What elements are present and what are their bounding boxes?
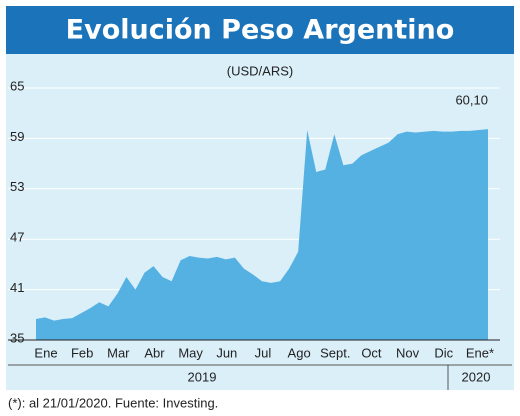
chart-title: Evolución Peso Argentino (66, 15, 455, 46)
y-tick-label: 65 (10, 78, 24, 93)
x-tick-label: Feb (71, 345, 93, 360)
x-tick-label: May (178, 345, 203, 360)
y-tick-label: 53 (10, 179, 24, 194)
x-tick-label: Jul (255, 345, 272, 360)
x-tick-label: Dic (434, 345, 453, 360)
x-tick-label: Mar (107, 345, 130, 360)
x-tick-label: Abr (144, 345, 165, 360)
y-tick-label: 47 (10, 230, 24, 245)
y-tick-label: 59 (10, 129, 24, 144)
y-tick-label: 41 (10, 280, 24, 295)
x-tick-label: Ene* (466, 345, 494, 360)
x-tick-label: Oct (361, 345, 382, 360)
title-bar (6, 6, 514, 54)
x-tick-label: Jun (216, 345, 237, 360)
value-label: 60,10 (455, 93, 488, 108)
x-tick-label: Ene (34, 345, 57, 360)
x-tick-label: Ago (288, 345, 311, 360)
x-tick-label: Nov (396, 345, 420, 360)
area (36, 129, 488, 340)
footnote: (*): al 21/01/2020. Fuente: Investing. (8, 395, 218, 410)
year-label: 2020 (462, 369, 491, 384)
y-tick-label: 35 (10, 330, 24, 345)
x-tick-label: Sept. (320, 345, 350, 360)
year-label: 2019 (188, 369, 217, 384)
subtitle: (USD/ARS) (227, 63, 293, 78)
